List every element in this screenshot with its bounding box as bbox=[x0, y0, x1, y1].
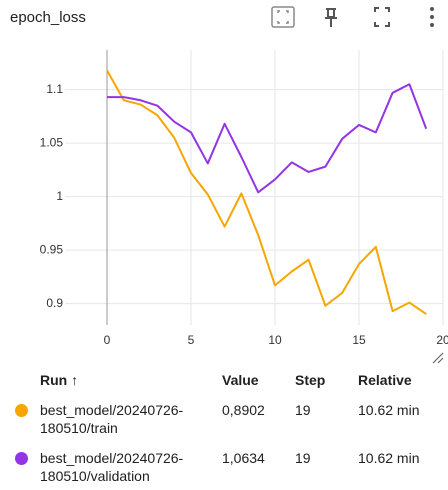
pin-button[interactable] bbox=[325, 8, 337, 27]
series-line bbox=[107, 83, 428, 194]
grid bbox=[65, 50, 444, 325]
fit-domain-button[interactable] bbox=[271, 6, 295, 28]
resize-handle[interactable] bbox=[432, 352, 444, 364]
cell-value: 19 bbox=[295, 450, 311, 466]
column-header: Run ↑ bbox=[40, 372, 79, 388]
x-tick-label: 10 bbox=[268, 333, 282, 347]
cell-value: 10.62 min bbox=[358, 450, 420, 466]
dot bbox=[430, 7, 434, 11]
chart-title: epoch_loss bbox=[10, 9, 86, 26]
cell-value: 10.62 min bbox=[358, 402, 420, 418]
run-name: best_model/20240726-180510/train bbox=[40, 402, 184, 436]
x-tick-label: 15 bbox=[352, 333, 366, 347]
y-tick-label: 0.9 bbox=[46, 296, 63, 310]
column-header: Relative bbox=[358, 372, 412, 388]
toolbar[interactable] bbox=[271, 6, 434, 28]
y-tick-label: 1 bbox=[56, 189, 63, 203]
cell-value: 19 bbox=[295, 402, 311, 418]
column-header: Step bbox=[295, 372, 326, 388]
y-tick-label: 0.95 bbox=[40, 242, 64, 256]
fit-icon bbox=[277, 10, 289, 24]
dot bbox=[430, 23, 434, 27]
cell-value: 0,8902 bbox=[222, 402, 265, 418]
chart: epoch_loss 0.9 0.95 1 1.05 1.1 0 5 10 15 20 bbox=[10, 6, 448, 364]
fullscreen-button[interactable] bbox=[374, 7, 390, 27]
x-tick-label: 0 bbox=[104, 333, 111, 347]
y-tick-label: 1.1 bbox=[46, 82, 63, 96]
series-line bbox=[106, 69, 427, 315]
more-button[interactable] bbox=[430, 7, 434, 27]
column-header: Value bbox=[222, 372, 259, 388]
x-tick-label: 5 bbox=[188, 333, 195, 347]
dot bbox=[430, 15, 434, 19]
run-color bbox=[15, 404, 28, 417]
x-tick-label: 20 bbox=[436, 333, 448, 347]
run-color bbox=[15, 452, 28, 465]
cell-value: 1,0634 bbox=[222, 450, 265, 466]
y-tick-label: 1.05 bbox=[40, 135, 64, 149]
run-name: best_model/20240726-180510/validation bbox=[40, 450, 184, 484]
